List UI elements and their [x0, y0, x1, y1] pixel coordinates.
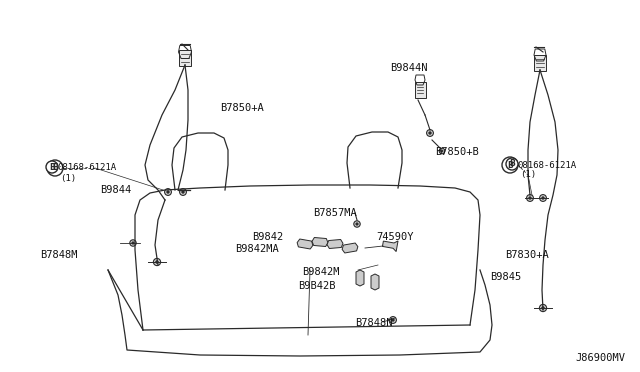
Text: 74590Y: 74590Y — [376, 232, 413, 242]
Circle shape — [441, 150, 443, 152]
Circle shape — [439, 148, 445, 154]
Text: J86900MV: J86900MV — [575, 353, 625, 363]
Text: B9842MA: B9842MA — [235, 244, 279, 254]
Circle shape — [427, 129, 433, 137]
Text: B7850+A: B7850+A — [220, 103, 264, 113]
Polygon shape — [297, 239, 313, 249]
Circle shape — [527, 195, 533, 201]
Text: B7848N: B7848N — [355, 318, 392, 328]
Circle shape — [164, 189, 172, 195]
Circle shape — [182, 191, 184, 193]
Text: B9842M: B9842M — [302, 267, 339, 277]
Text: B7848M: B7848M — [40, 250, 77, 260]
Text: (1): (1) — [520, 170, 536, 180]
Text: B: B — [509, 160, 515, 169]
Circle shape — [392, 319, 394, 321]
Bar — [179, 49, 191, 66]
Polygon shape — [312, 237, 328, 247]
Circle shape — [167, 191, 169, 193]
Text: B: B — [49, 163, 55, 171]
Polygon shape — [383, 241, 398, 251]
Text: 08168-6121A: 08168-6121A — [57, 164, 116, 173]
Polygon shape — [327, 240, 343, 248]
Text: B7830+A: B7830+A — [505, 250, 548, 260]
Circle shape — [541, 307, 545, 310]
Circle shape — [541, 197, 544, 199]
Circle shape — [540, 304, 547, 312]
Text: 08168-6121A: 08168-6121A — [517, 160, 576, 170]
Circle shape — [429, 132, 431, 134]
Circle shape — [47, 160, 63, 176]
Text: B9844N: B9844N — [390, 63, 428, 73]
Text: B9844: B9844 — [100, 185, 131, 195]
Circle shape — [180, 189, 186, 195]
Polygon shape — [371, 274, 379, 290]
Text: B: B — [52, 164, 58, 173]
Circle shape — [154, 259, 161, 266]
Circle shape — [130, 240, 136, 246]
Text: B7857MA: B7857MA — [313, 208, 356, 218]
Circle shape — [540, 195, 547, 201]
Bar — [415, 82, 426, 98]
Circle shape — [156, 261, 158, 263]
Circle shape — [132, 242, 134, 244]
Bar — [534, 55, 546, 71]
Text: B9845: B9845 — [490, 272, 521, 282]
Text: B: B — [507, 160, 513, 170]
Circle shape — [356, 223, 358, 225]
Text: B7850+B: B7850+B — [435, 147, 479, 157]
Circle shape — [502, 157, 518, 173]
Circle shape — [390, 317, 396, 323]
Circle shape — [354, 221, 360, 227]
Polygon shape — [356, 270, 364, 286]
Text: B9842: B9842 — [252, 232, 284, 242]
Text: B9B42B: B9B42B — [298, 281, 335, 291]
Polygon shape — [342, 243, 358, 253]
Circle shape — [506, 158, 518, 170]
Text: (1): (1) — [60, 173, 76, 183]
Circle shape — [529, 197, 531, 199]
Circle shape — [46, 161, 58, 173]
